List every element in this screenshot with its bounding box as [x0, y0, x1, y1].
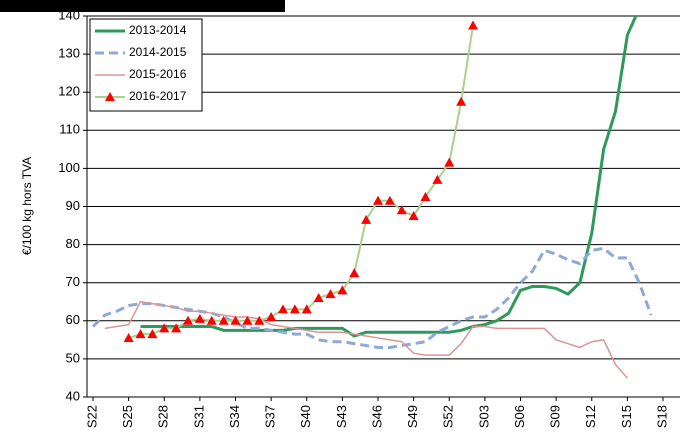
y-tick-label: 60 — [66, 312, 80, 327]
marker — [242, 315, 253, 325]
marker — [325, 289, 336, 299]
y-tick-label: 120 — [58, 84, 80, 99]
marker — [123, 332, 134, 342]
y-tick-label: 140 — [58, 7, 80, 22]
marker — [147, 329, 158, 339]
legend-label: 2014-2015 — [129, 45, 187, 59]
marker — [456, 96, 467, 106]
marker — [444, 157, 455, 167]
x-tick-label: S25 — [120, 405, 135, 428]
series-line — [140, 16, 638, 338]
marker — [254, 315, 265, 325]
marker — [468, 20, 478, 30]
marker — [420, 191, 431, 201]
marker — [349, 268, 360, 278]
y-tick-label: 130 — [58, 46, 80, 61]
y-tick-label: 100 — [58, 160, 80, 175]
marker — [408, 211, 419, 221]
marker — [301, 304, 312, 314]
x-tick-label: S52 — [441, 405, 456, 428]
x-tick-label: S31 — [191, 405, 206, 428]
marker — [337, 285, 348, 295]
legend-label: 2016-2017 — [129, 89, 187, 103]
marker — [289, 304, 300, 314]
y-axis-label: €/100 kg hors TVA — [20, 157, 34, 255]
x-tick-label: S49 — [405, 405, 420, 428]
marker — [373, 195, 383, 205]
marker — [206, 315, 217, 325]
y-tick-label: 110 — [59, 122, 80, 137]
marker — [278, 304, 288, 314]
legend-label: 2013-2014 — [129, 23, 187, 37]
x-tick-label: S40 — [298, 405, 313, 428]
x-tick-label: S28 — [156, 405, 171, 428]
marker — [218, 315, 229, 325]
x-tick-label: S43 — [334, 405, 349, 428]
series-line — [104, 300, 628, 379]
y-tick-label: 90 — [66, 198, 80, 213]
legend-marker — [105, 92, 115, 101]
x-tick-label: S22 — [84, 405, 99, 428]
marker — [230, 315, 241, 325]
x-tick-label: S03 — [476, 405, 491, 428]
x-tick-label: S12 — [583, 405, 598, 428]
marker — [361, 214, 372, 224]
x-tick-label: S18 — [654, 405, 669, 428]
marker — [194, 313, 205, 323]
marker — [135, 329, 146, 339]
y-tick-label: 40 — [66, 388, 80, 403]
x-tick-label: S09 — [548, 405, 563, 428]
marker — [266, 311, 277, 321]
marker — [432, 174, 443, 184]
x-tick-label: S46 — [369, 405, 384, 428]
y-tick-label: 80 — [66, 236, 80, 251]
x-tick-label: S15 — [619, 405, 634, 428]
marker — [183, 315, 193, 325]
legend-label: 2015-2016 — [129, 67, 187, 81]
marker — [171, 323, 182, 333]
x-tick-label: S37 — [263, 405, 278, 428]
marker — [396, 205, 407, 215]
cropped-title-bar — [0, 0, 285, 12]
x-tick-label: S34 — [227, 405, 242, 428]
y-tick-label: 70 — [66, 274, 80, 289]
marker — [384, 195, 395, 205]
marker — [159, 323, 170, 333]
series-line — [91, 246, 653, 349]
x-tick-label: S06 — [512, 405, 527, 428]
y-tick-label: 50 — [66, 350, 80, 365]
marker — [313, 292, 324, 302]
